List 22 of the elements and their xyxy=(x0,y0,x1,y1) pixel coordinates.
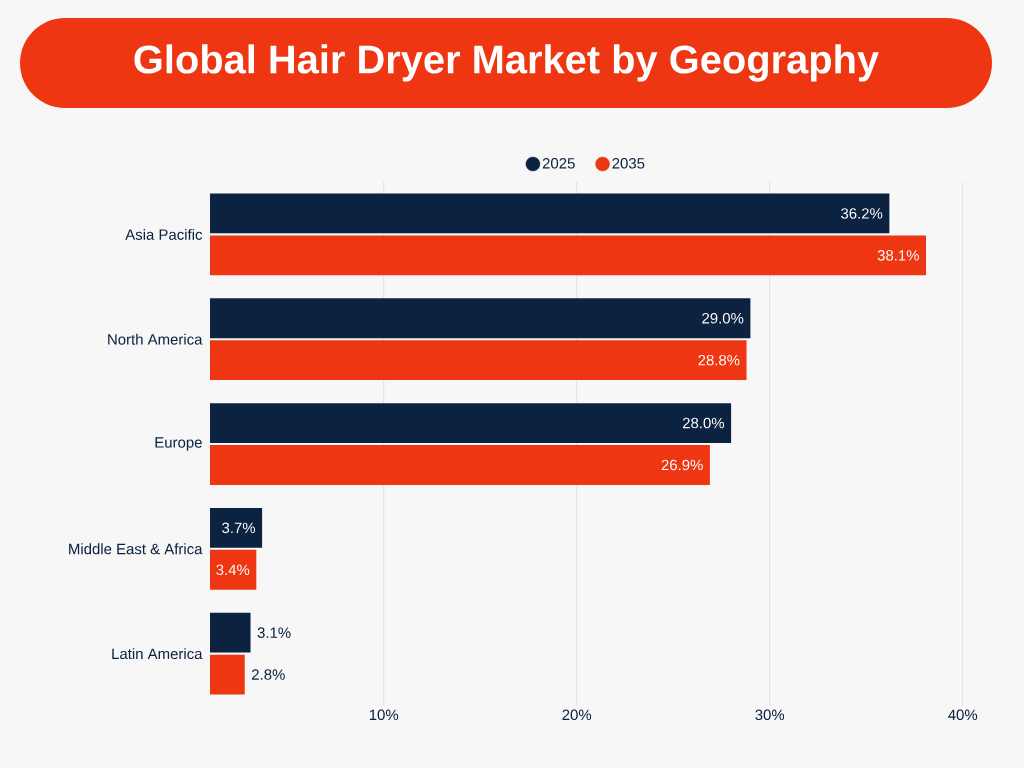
data-label: 28.0% xyxy=(682,417,725,429)
legend-label: 2025 xyxy=(542,158,575,169)
data-label: 3.7% xyxy=(222,522,256,534)
data-label: 29.0% xyxy=(702,312,744,324)
legend-label: 2035 xyxy=(612,158,645,169)
y-tick-label: Europe xyxy=(155,437,202,451)
data-label: 3.4% xyxy=(216,564,250,576)
x-tick-label: 20% xyxy=(562,709,592,721)
y-tick-label: Latin America xyxy=(112,648,203,660)
data-label: 36.2% xyxy=(841,208,883,219)
y-tick-label: Middle East & Africa xyxy=(69,543,203,555)
data-label: 3.1% xyxy=(257,627,291,638)
x-tick-label: 10% xyxy=(369,709,399,721)
data-label: 26.9% xyxy=(661,459,703,471)
x-tick-label: 40% xyxy=(948,709,978,721)
y-tick-label: North America xyxy=(108,333,203,345)
data-label: 28.8% xyxy=(698,354,740,366)
y-tick-label: Asia Pacific xyxy=(125,228,203,240)
data-label: 2.8% xyxy=(252,669,285,680)
chart-title: Global Hair Dryer Market by Geography xyxy=(134,44,879,82)
x-tick-label: 30% xyxy=(755,709,785,721)
data-label: 38.1% xyxy=(877,250,919,261)
